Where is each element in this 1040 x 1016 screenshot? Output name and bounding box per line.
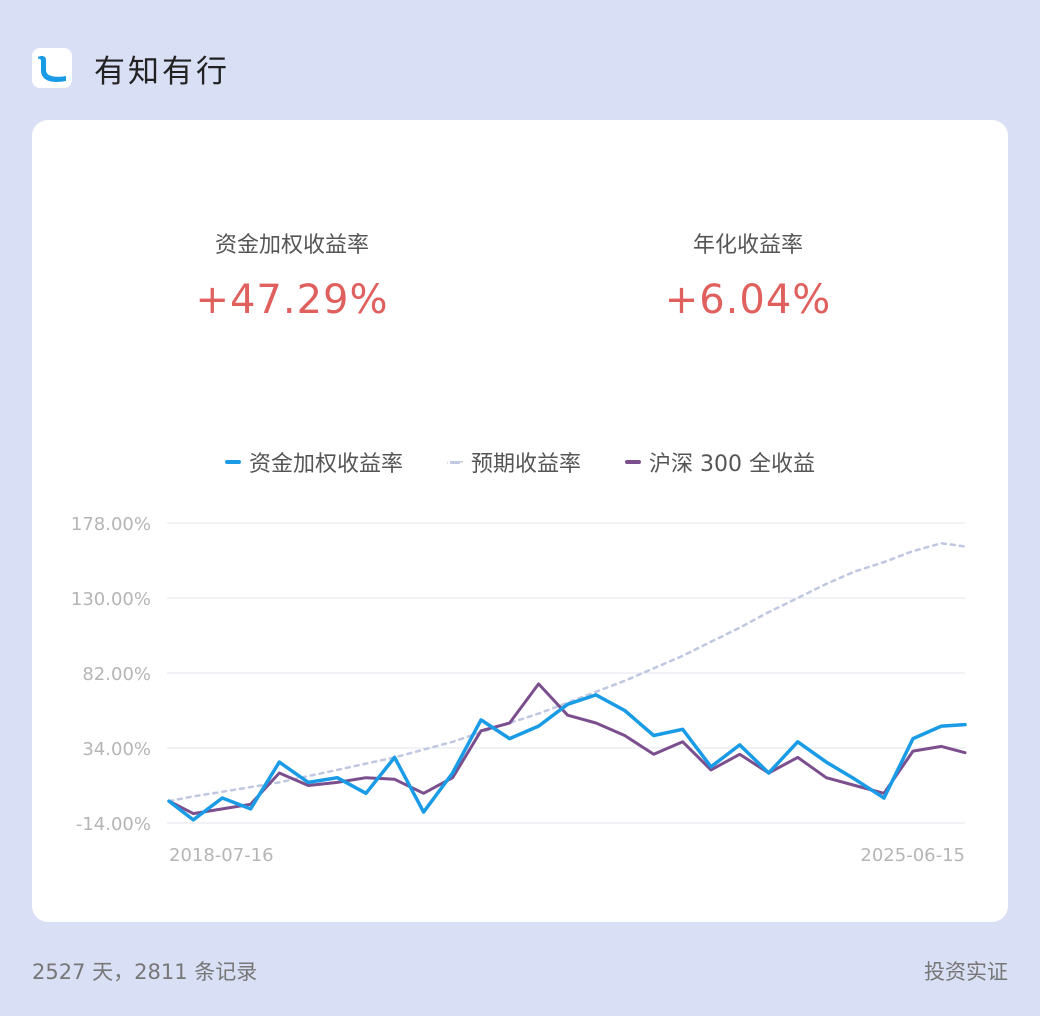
series-line-hs300 — [167, 682, 967, 816]
weighted-return-label: 资金加权收益率 — [214, 233, 369, 258]
weighted-return-value: +47.29% — [195, 277, 389, 323]
investment-proof-link[interactable]: 投资实证 — [924, 960, 1008, 984]
legend-label-hs300: 沪深 300 全收益 — [649, 452, 815, 477]
summary-card: 资金加权收益率 +47.29% 年化收益率 +6.04% 资金加权收益率 预期收… — [32, 120, 1008, 922]
series-line-weighted — [167, 693, 967, 822]
app-header: 有知有行 — [32, 47, 230, 90]
legend-item-weighted[interactable]: 资金加权收益率 — [224, 446, 403, 478]
x-axis-ticks: 2018-07-16 2025-06-15 — [169, 845, 965, 866]
app-logo-icon — [32, 48, 72, 88]
y-tick-label: 178.00% — [71, 514, 151, 535]
legend-label-expected: 预期收益率 — [471, 452, 582, 477]
weighted-return-stat: 资金加权收益率 +47.29% — [142, 230, 442, 326]
legend-swatch-expected — [447, 460, 463, 464]
chart-grid — [167, 522, 965, 824]
series-line-expected — [167, 542, 967, 803]
chart-series — [167, 542, 967, 822]
y-tick-label: 34.00% — [82, 739, 151, 760]
chart-legend: 资金加权收益率 预期收益率 沪深 300 全收益 — [32, 446, 1008, 478]
x-tick-label-end: 2025-06-15 — [860, 845, 965, 866]
legend-label-weighted: 资金加权收益率 — [248, 452, 403, 477]
return-chart[interactable]: 178.00% 130.00% 82.00% 34.00% -14.00% 2018-0… — [32, 120, 1008, 922]
record-summary: 2527 天，2811 条记录 — [32, 960, 258, 984]
annual-return-value: +6.04% — [664, 277, 832, 323]
y-tick-label: 130.00% — [71, 589, 151, 610]
annual-return-label: 年化收益率 — [692, 233, 803, 258]
legend-swatch-hs300 — [625, 460, 642, 464]
legend-item-hs300[interactable]: 沪深 300 全收益 — [625, 446, 815, 478]
y-axis-ticks: 178.00% 130.00% 82.00% 34.00% -14.00% — [71, 514, 151, 835]
legend-item-expected[interactable]: 预期收益率 — [447, 446, 581, 478]
app-title: 有知有行 — [94, 53, 230, 90]
legend-swatch-weighted — [224, 460, 241, 464]
y-tick-label: 82.00% — [82, 664, 151, 685]
x-tick-label-start: 2018-07-16 — [169, 845, 274, 866]
annual-return-stat: 年化收益率 +6.04% — [598, 230, 898, 326]
y-tick-label: -14.00% — [76, 814, 151, 835]
